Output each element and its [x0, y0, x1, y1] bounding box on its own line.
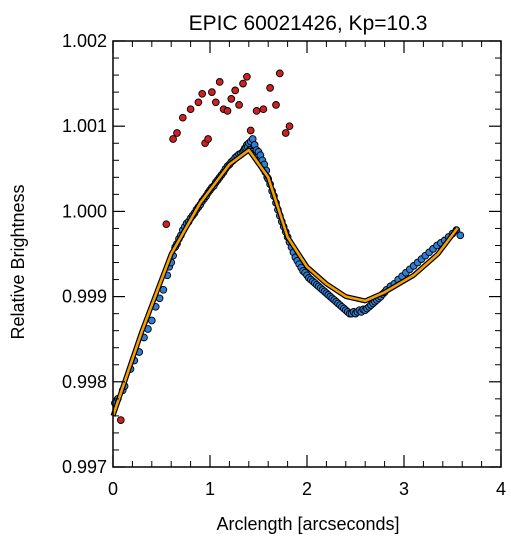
data-point-red	[239, 79, 247, 88]
x-tick-label: 3	[399, 479, 409, 499]
plot-line	[110, 147, 460, 417]
data-point-red	[198, 89, 207, 98]
data-point-red	[162, 220, 171, 229]
data-point-red	[186, 105, 195, 114]
fit-line-outline	[110, 147, 460, 417]
data-point-red	[116, 416, 125, 424]
x-tick-label: 0	[108, 479, 118, 499]
data-point-red	[231, 86, 240, 95]
x-axis-label: Arclength [arcseconds]	[216, 514, 399, 534]
data-point-red	[178, 113, 187, 122]
y-tick-label: 0.999	[62, 287, 107, 307]
data-point-red	[246, 126, 255, 135]
data-point-red	[275, 69, 284, 78]
y-tick-label: 1.000	[62, 201, 107, 221]
x-tick-label: 1	[205, 479, 215, 499]
x-tick-label: 2	[302, 479, 312, 499]
y-axis-label: Relative Brightness	[8, 184, 28, 339]
x-tick-label: 4	[496, 479, 506, 499]
data-point-red	[169, 135, 177, 143]
data-point-red	[272, 101, 280, 109]
data-point-red	[211, 98, 220, 107]
data-point-blue	[456, 231, 465, 240]
data-point-red	[266, 84, 274, 92]
data-point-red	[285, 122, 294, 131]
fit-line	[111, 148, 459, 417]
y-tick-label: 0.997	[62, 457, 107, 477]
data-point-red	[235, 101, 243, 109]
data-point-red	[204, 135, 212, 143]
chart-title: EPIC 60021426, Kp=10.3	[189, 12, 428, 35]
data-point-red	[252, 107, 261, 115]
data-point-red	[227, 95, 236, 103]
y-tick-label: 1.001	[62, 116, 107, 136]
data-point-red	[194, 98, 203, 107]
x-axis-ticks: 0 1 2 3 4	[108, 41, 506, 499]
data-point-red	[208, 88, 216, 96]
data-point-red	[173, 129, 181, 137]
data-point-red	[223, 107, 232, 115]
y-tick-label: 1.002	[62, 31, 107, 51]
y-axis-ticks: 0.997 0.998 0.999 1.000 1.001 1.002	[62, 31, 501, 477]
data-point-red	[281, 129, 290, 137]
data-point-red	[215, 78, 224, 86]
plot-points	[111, 69, 465, 424]
y-tick-label: 0.998	[62, 372, 107, 392]
data-point-red	[259, 105, 268, 114]
data-point-red	[243, 72, 251, 81]
